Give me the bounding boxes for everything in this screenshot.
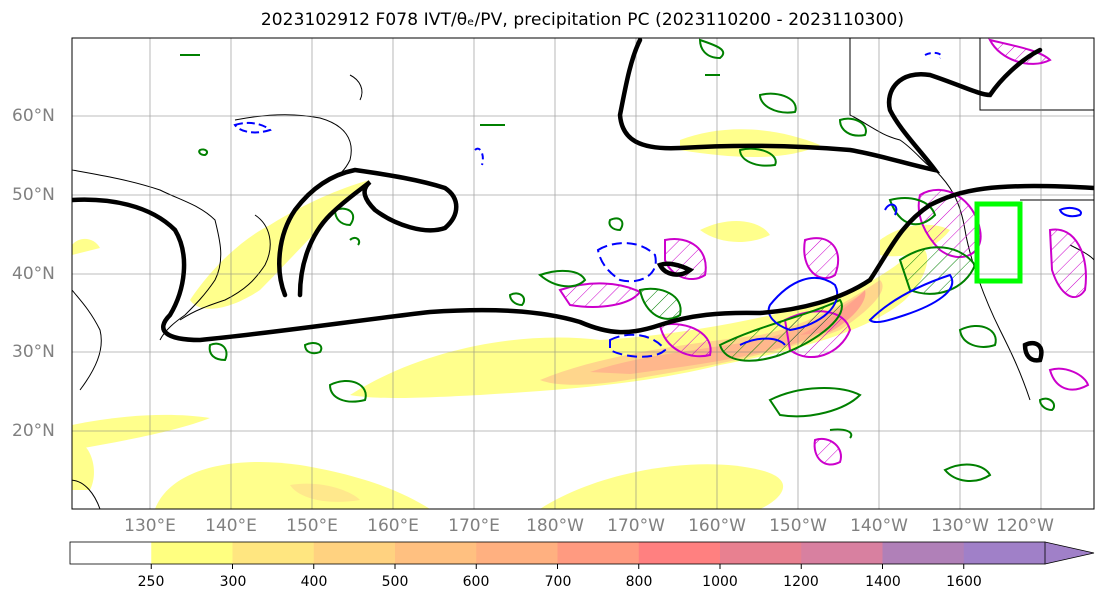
lon-label: 160°E <box>367 516 419 536</box>
map-border <box>71 37 1095 510</box>
map-panel <box>72 38 1094 509</box>
colorbar <box>69 541 1095 569</box>
colorbar-tick-label: 1400 <box>865 574 901 590</box>
colorbar-segments <box>70 542 1046 569</box>
colorbar-tick-label: 300 <box>219 574 247 590</box>
lat-label: 60°N <box>12 106 55 126</box>
lon-label: 120°W <box>996 516 1054 536</box>
colorbar-segment <box>882 542 965 564</box>
colorbar-tick-label: 1000 <box>702 574 738 590</box>
colorbar-segment <box>232 542 315 564</box>
lat-label: 40°N <box>12 264 55 284</box>
colorbar-tick-label: 800 <box>625 574 653 590</box>
highlight-box <box>974 201 1023 284</box>
lon-label: 150°W <box>769 516 827 536</box>
colorbar-tick-label: 1200 <box>783 574 819 590</box>
colorbar-tick-label: 700 <box>544 574 572 590</box>
colorbar-tick-label: 250 <box>137 574 165 590</box>
colorbar-segment <box>801 542 883 564</box>
colorbar-segment <box>395 542 477 564</box>
pv-positive-contours <box>180 38 1056 482</box>
colorbar-segment <box>963 542 1046 564</box>
colorbar-segment <box>557 542 640 564</box>
lon-label: 170°W <box>607 516 665 536</box>
colorbar-segment <box>313 542 396 564</box>
chart-title: 2023102912 F078 IVT/θₑ/PV, precipitation… <box>260 10 905 30</box>
colorbar-segment <box>476 542 558 564</box>
colorbar-tick-label: 500 <box>381 574 409 590</box>
lon-label: 130°E <box>124 516 176 536</box>
colorbar-segment <box>720 542 802 564</box>
colorbar-frame <box>69 541 1046 565</box>
pv-negative-contours <box>233 51 1082 358</box>
lon-label: 140°W <box>850 516 908 536</box>
colorbar-tick-label: 1600 <box>946 574 982 590</box>
colorbar-segment <box>151 542 233 564</box>
colorbar-tick-label: 600 <box>462 574 490 590</box>
lon-label: 150°E <box>286 516 338 536</box>
lat-label: 20°N <box>12 421 55 441</box>
lon-label: 160°W <box>688 516 746 536</box>
lon-label: 140°E <box>205 516 257 536</box>
lon-label: 170°E <box>448 516 500 536</box>
colorbar-extend-arrow <box>1044 541 1095 565</box>
lon-label: 130°W <box>931 516 989 536</box>
lon-label: 180°W <box>526 516 584 536</box>
colorbar-segment <box>70 542 152 564</box>
lat-label: 50°N <box>12 185 55 205</box>
colorbar-segment <box>638 542 721 564</box>
lat-label: 30°N <box>12 342 55 362</box>
theta-e-contours <box>72 38 1094 363</box>
colorbar-tick-label: 400 <box>300 574 328 590</box>
